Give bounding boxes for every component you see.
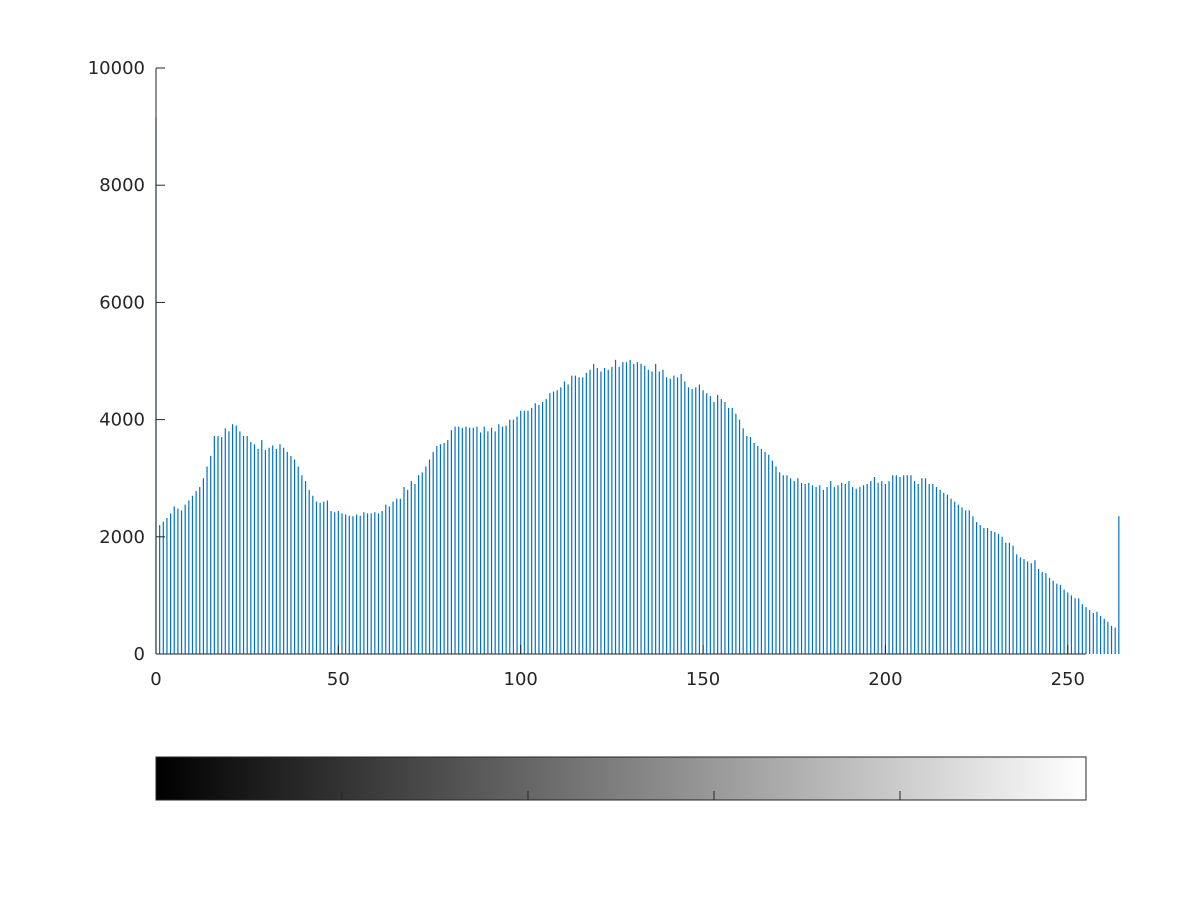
y-tick-label: 8000 <box>99 175 145 196</box>
x-tick-label: 200 <box>868 669 902 690</box>
grayscale-colorbar <box>155 756 1087 801</box>
x-tick-label: 250 <box>1051 669 1085 690</box>
x-tick-label: 0 <box>150 669 161 690</box>
y-axis-ticks: 0 2000 4000 6000 8000 10000 <box>88 58 165 665</box>
y-tick-label: 10000 <box>88 58 145 79</box>
x-tick-label: 150 <box>686 669 720 690</box>
y-tick-label: 4000 <box>99 410 145 431</box>
histogram-bars <box>155 117 1120 654</box>
y-tick-label: 2000 <box>99 527 145 548</box>
axes <box>155 68 1086 655</box>
x-axis-ticks: 0 50 100 150 200 250 <box>150 645 1085 690</box>
y-tick-label: 0 <box>134 644 145 665</box>
colorbar-gradient <box>155 756 1087 801</box>
x-tick-label: 50 <box>327 669 350 690</box>
x-tick-label: 100 <box>504 669 538 690</box>
y-tick-label: 6000 <box>99 292 145 313</box>
